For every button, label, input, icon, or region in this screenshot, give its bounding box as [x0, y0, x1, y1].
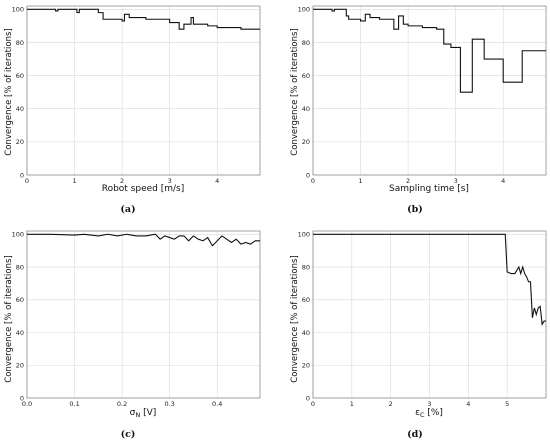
x-tick-label: 0	[25, 177, 29, 185]
series-line	[27, 8, 260, 30]
y-tick-label: 60	[16, 296, 24, 304]
series-line	[313, 233, 546, 327]
x-tick-label: 2	[120, 177, 124, 185]
y-tick-label: 40	[302, 329, 310, 337]
plot-frame	[312, 230, 547, 399]
y-axis-label: Convergence [% of iterations]	[290, 255, 300, 382]
y-tick-label: 60	[16, 72, 24, 80]
x-tick-label: 2	[406, 177, 410, 185]
x-tick-label: 0.2	[117, 400, 127, 408]
x-tick-label: 1	[358, 177, 362, 185]
panel-a: Convergence [% of iterations] Robot spee…	[4, 5, 261, 215]
y-axis-label: Convergence [% of iterations]	[4, 255, 14, 382]
x-tick-label: 3	[168, 177, 172, 185]
x-tick-label: 1	[72, 177, 76, 185]
x-tick-label: 0	[311, 400, 315, 408]
plot-frame	[312, 5, 547, 176]
x-tick-label: 3	[427, 400, 431, 408]
panel-b: Convergence [% of iterations] Sampling t…	[290, 5, 547, 215]
series-line	[313, 8, 546, 93]
series-line	[27, 233, 260, 247]
panel-caption: (d)	[407, 429, 423, 440]
x-tick-label: 0.0	[22, 400, 32, 408]
y-tick-label: 0	[306, 171, 310, 179]
y-tick-label: 60	[302, 296, 310, 304]
y-tick-label: 80	[16, 39, 24, 47]
panel-caption: (c)	[121, 429, 136, 440]
x-tick-label: 0.1	[69, 400, 79, 408]
y-tick-label: 40	[302, 105, 310, 113]
plot-frame	[26, 5, 261, 176]
panel-caption: (b)	[407, 204, 423, 215]
y-tick-label: 40	[16, 105, 24, 113]
x-axis-label: Sampling time [s]	[389, 184, 469, 194]
y-tick-label: 40	[16, 329, 24, 337]
y-tick-label: 80	[302, 39, 310, 47]
y-tick-label: 20	[302, 138, 310, 146]
y-axis-label: Convergence [% of iterations]	[4, 28, 14, 155]
panel-caption: (a)	[120, 204, 135, 215]
y-tick-label: 20	[302, 362, 310, 370]
y-tick-label: 0	[20, 171, 24, 179]
x-tick-label: 3	[454, 177, 458, 185]
x-tick-label: 2	[389, 400, 393, 408]
x-tick-label: 5	[505, 400, 509, 408]
x-tick-label: 0	[311, 177, 315, 185]
x-tick-label: 1	[350, 400, 354, 408]
y-tick-label: 0	[20, 394, 24, 402]
x-axis-label: σN [V]	[130, 408, 157, 419]
x-tick-label: 0.3	[164, 400, 174, 408]
y-tick-label: 20	[16, 362, 24, 370]
x-tick-label: 0.4	[212, 400, 222, 408]
x-axis-label: εC [%]	[415, 408, 443, 419]
y-tick-label: 100	[12, 231, 24, 239]
y-tick-label: 60	[302, 72, 310, 80]
y-tick-label: 80	[302, 263, 310, 271]
panel-c: Convergence [% of iterations] σN [V] (c)…	[4, 230, 261, 440]
y-axis-label: Convergence [% of iterations]	[290, 28, 300, 155]
x-tick-label: 4	[501, 177, 505, 185]
x-tick-label: 4	[215, 177, 219, 185]
panel-d: Convergence [% of iterations] εC [%] (d)…	[290, 230, 547, 440]
y-tick-label: 80	[16, 263, 24, 271]
x-axis-label: Robot speed [m/s]	[102, 184, 185, 194]
y-tick-label: 100	[298, 6, 310, 14]
plot-frame	[26, 230, 261, 399]
y-tick-label: 100	[298, 231, 310, 239]
y-tick-label: 0	[306, 394, 310, 402]
y-tick-label: 20	[16, 138, 24, 146]
y-tick-label: 100	[12, 6, 24, 14]
x-tick-label: 4	[466, 400, 470, 408]
